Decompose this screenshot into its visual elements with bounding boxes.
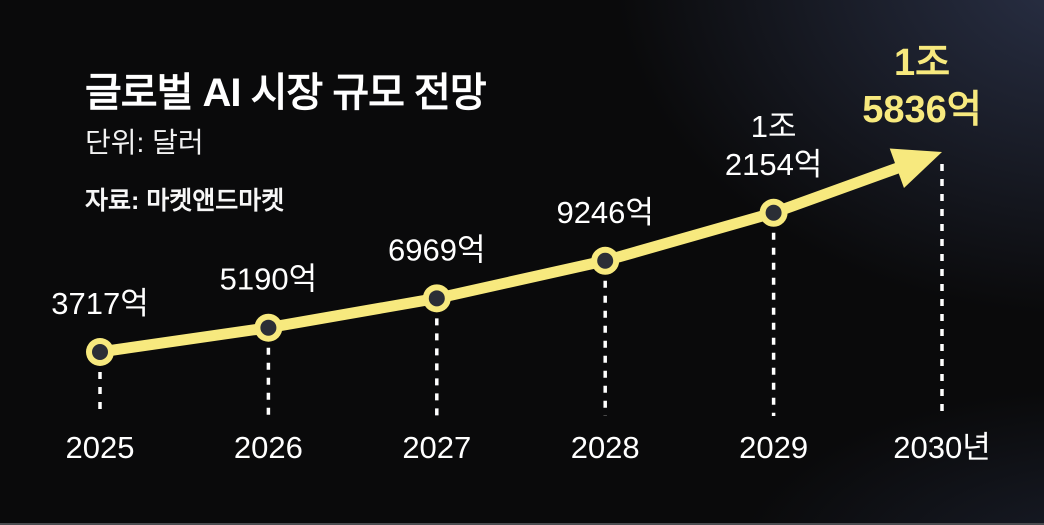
year-label: 2029	[739, 430, 808, 465]
value-label: 5836억	[862, 89, 982, 131]
chart-title: 글로벌 AI 시장 규모 전망	[85, 71, 487, 115]
value-label: 3717억	[51, 286, 148, 321]
value-label: 2154억	[725, 147, 822, 182]
chart-source: 자료: 마켓앤드마켓	[85, 187, 285, 215]
year-label: 2030년	[893, 430, 990, 465]
data-point-marker-center	[92, 344, 108, 360]
trend-line	[94, 161, 907, 358]
value-label: 1조	[894, 42, 950, 84]
data-point-marker-center	[260, 319, 277, 336]
data-point-marker-center	[765, 204, 782, 221]
year-label: 2028	[571, 430, 640, 465]
chart-unit-note: 단위: 달러	[85, 127, 204, 158]
value-label: 6969억	[388, 232, 485, 267]
year-label: 2026	[234, 430, 303, 465]
year-label: 2027	[402, 430, 471, 465]
data-point-marker-center	[428, 290, 445, 307]
data-point-marker-center	[597, 252, 614, 269]
value-label: 1조	[751, 109, 797, 144]
year-label: 2025	[66, 430, 135, 465]
value-label: 5190억	[220, 262, 317, 297]
bottom-edge-line	[0, 523, 1044, 525]
value-label: 9246억	[556, 195, 653, 230]
arrowhead-icon	[889, 148, 942, 189]
